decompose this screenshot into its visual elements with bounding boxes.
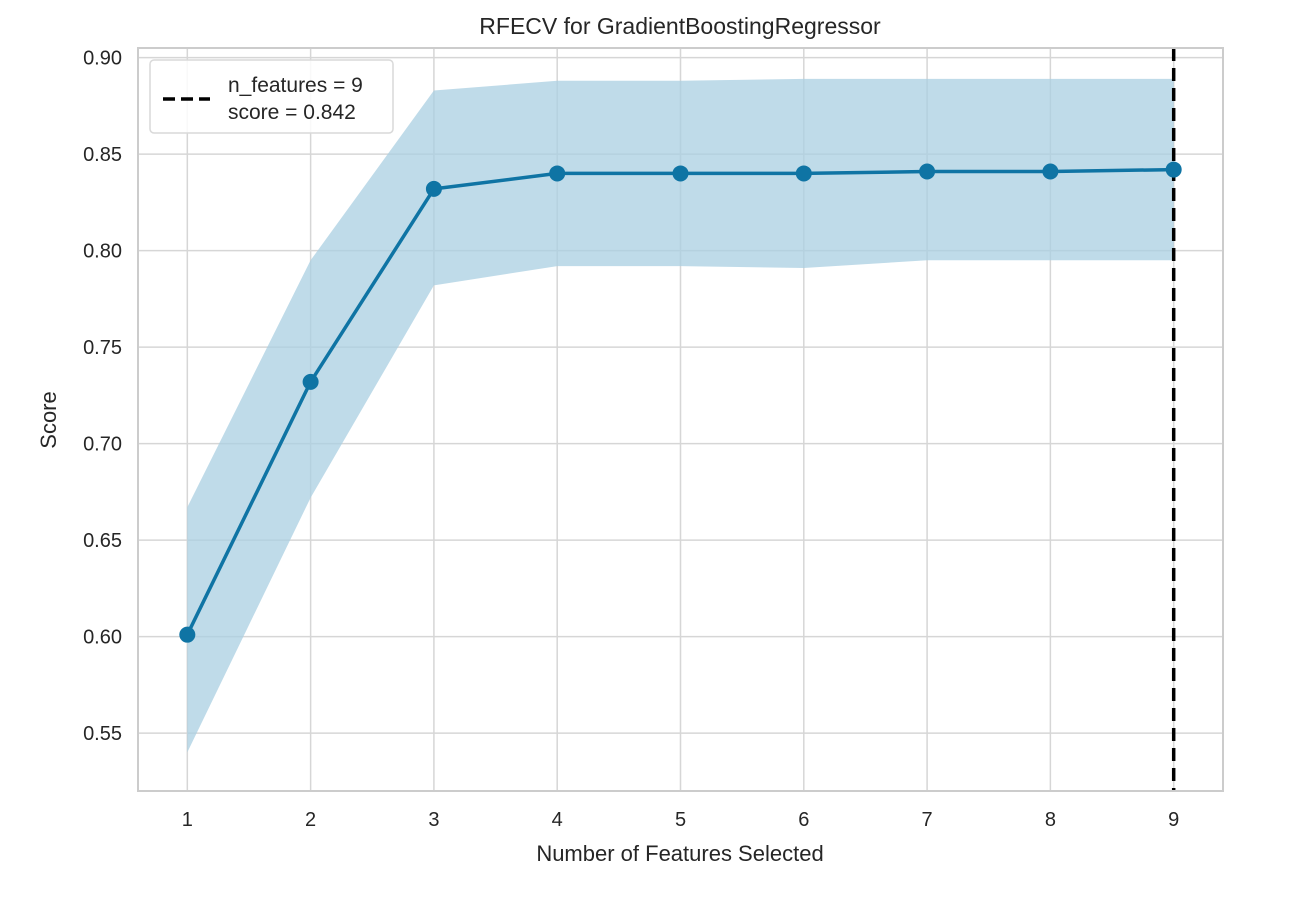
x-tick-labels: 1 2 3 4 5 6 7 8 9 xyxy=(182,809,1179,831)
x-tick-label: 1 xyxy=(182,809,193,831)
x-tick-label: 5 xyxy=(675,809,686,831)
legend-box xyxy=(149,59,394,134)
y-axis-label: Score xyxy=(36,391,61,448)
x-tick-label: 4 xyxy=(552,809,563,831)
x-axis-label: Number of Features Selected xyxy=(536,841,823,866)
y-tick-label: 0.60 xyxy=(83,627,122,649)
plot-frame xyxy=(137,47,1224,792)
legend: n_features = 9 score = 0.842 xyxy=(149,59,394,134)
y-tick-label: 0.65 xyxy=(83,530,122,552)
score-point xyxy=(919,163,936,180)
x-tick-label: 8 xyxy=(1045,809,1056,831)
score-point xyxy=(795,165,812,182)
x-tick-label: 7 xyxy=(922,809,933,831)
y-tick-label: 0.85 xyxy=(83,144,122,166)
y-tick-label: 0.75 xyxy=(83,337,122,359)
chart-title: RFECV for GradientBoostingRegressor xyxy=(479,13,881,39)
y-tick-label: 0.70 xyxy=(83,434,122,456)
x-tick-label: 9 xyxy=(1168,809,1179,831)
legend-label-n-features: n_features = 9 xyxy=(228,74,363,97)
x-tick-label: 2 xyxy=(305,809,316,831)
score-point xyxy=(425,180,442,197)
x-tick-label: 3 xyxy=(428,809,439,831)
score-points xyxy=(179,161,1182,643)
score-point xyxy=(302,373,319,390)
confidence-band xyxy=(187,78,1174,753)
score-point xyxy=(1042,163,1059,180)
y-tick-labels: 0.55 0.60 0.65 0.70 0.75 0.80 0.85 0.90 xyxy=(83,48,122,745)
x-tick-label: 6 xyxy=(798,809,809,831)
score-point xyxy=(179,626,196,643)
score-point xyxy=(1165,161,1182,178)
score-std-band xyxy=(187,78,1174,753)
y-tick-label: 0.55 xyxy=(83,723,122,745)
y-tick-label: 0.80 xyxy=(83,241,122,263)
y-tick-label: 0.90 xyxy=(83,48,122,70)
legend-label-score: score = 0.842 xyxy=(228,101,356,124)
score-point xyxy=(672,165,689,182)
score-point xyxy=(549,165,566,182)
